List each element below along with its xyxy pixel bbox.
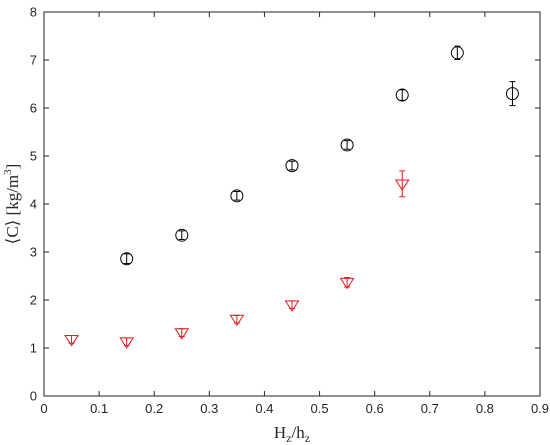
error-bar — [454, 45, 461, 61]
tick-label-group: 0 0.1 0.2 0.3 0.4 0.5 0.6 0.7 0.8 0.9 0 1 2 3 4 5 6 7 8 — [30, 5, 549, 417]
data-point-triangle — [229, 314, 245, 327]
y-tick-label: 4 — [30, 197, 37, 212]
error-bar — [123, 253, 130, 265]
data-point-circle — [505, 87, 519, 101]
x-tick-label: 0.6 — [366, 401, 384, 416]
error-bar — [509, 81, 516, 107]
y-tick-label: 7 — [30, 53, 37, 68]
tick-group — [43, 11, 541, 397]
data-point-circle — [285, 159, 299, 173]
x-tick-label: 0.1 — [90, 401, 108, 416]
marker-group — [64, 45, 519, 349]
data-point-triangle — [284, 300, 300, 312]
x-tick-label: 0.8 — [476, 401, 494, 416]
y-tick-label: 2 — [30, 293, 37, 308]
plot-area — [43, 11, 541, 397]
error-bar — [178, 230, 185, 241]
error-bar — [233, 191, 240, 201]
error-bar — [289, 160, 295, 171]
data-point-triangle — [339, 277, 355, 290]
x-tick-label: 0.7 — [421, 401, 439, 416]
y-tick-label: 0 — [30, 389, 37, 404]
x-tick-label: 0.3 — [200, 401, 218, 416]
x-tick-label: 0 — [40, 401, 47, 416]
error-bar — [344, 276, 351, 288]
data-point-triangle — [174, 328, 190, 340]
data-point-circle — [450, 46, 464, 60]
data-point-triangle — [394, 179, 410, 191]
x-tick-label: 0.2 — [145, 401, 163, 416]
y-axis-label: ⟨C⟩ [kg/m3] — [2, 164, 22, 245]
data-point-circle — [230, 189, 244, 203]
data-point-circle — [175, 228, 189, 242]
data-point-circle — [395, 88, 409, 102]
y-tick-label: 1 — [30, 341, 37, 356]
error-bar — [399, 170, 406, 198]
data-point-circle — [120, 252, 134, 266]
data-point-circle — [340, 138, 354, 152]
x-tick-label: 0.5 — [311, 401, 329, 416]
error-bar — [344, 140, 351, 150]
y-tick-label: 8 — [30, 5, 37, 20]
y-tick-label: 5 — [30, 149, 37, 164]
data-point-triangle — [64, 334, 79, 347]
x-axis-label: Hz/hz — [274, 423, 310, 445]
y-tick-label: 3 — [30, 245, 37, 260]
data-point-triangle — [119, 337, 135, 349]
x-tick-label: 0.4 — [255, 401, 273, 416]
x-tick-label: 0.9 — [531, 401, 549, 416]
y-tick-label: 6 — [30, 101, 37, 116]
